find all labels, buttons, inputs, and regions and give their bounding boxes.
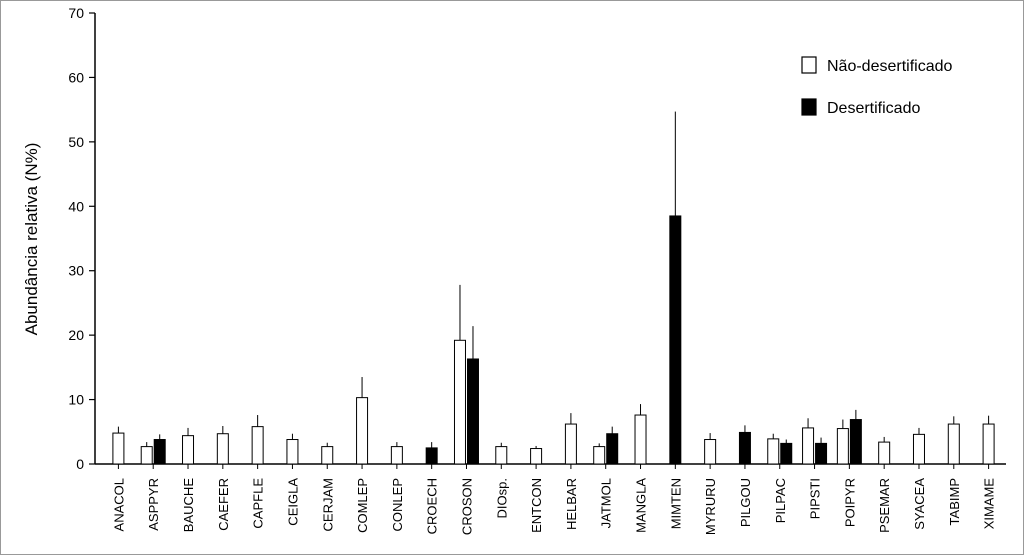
bar-nao-desertificado (321, 446, 334, 465)
bar-nao-desertificado (390, 446, 403, 465)
bar-nao-desertificado (564, 423, 577, 465)
bar-desertificado (606, 433, 619, 465)
bar-nao-desertificado (836, 428, 849, 465)
bar-nao-desertificado (593, 446, 606, 465)
y-tick-label: 10 (68, 392, 84, 408)
bar-desertificado (669, 215, 682, 465)
bars (112, 111, 995, 465)
bar-nao-desertificado (495, 446, 508, 465)
bar-nao-desertificado (982, 423, 995, 465)
x-category-label: POIPYR (842, 478, 857, 527)
bar-nao-desertificado (947, 423, 960, 465)
x-category-label: COMLEP (355, 478, 370, 533)
x-category-label: CAEFER (216, 478, 231, 531)
bar-nao-desertificado (878, 441, 891, 465)
y-tick-label: 0 (76, 456, 84, 472)
y-axis-ticks: 0 10 20 30 40 50 60 70 (68, 5, 95, 472)
x-category-label: SYACEA (912, 478, 927, 530)
legend-label-nao-desertificado: Não-desertificado (827, 58, 953, 75)
x-category-label: TABIMP (947, 478, 962, 525)
x-category-label: ANACOL (111, 478, 126, 531)
legend-swatch-nao-desertificado (801, 56, 817, 74)
x-category-label: PSEMAR (877, 478, 892, 533)
bar-nao-desertificado (182, 435, 195, 465)
legend-swatch-desertificado (801, 98, 817, 116)
x-category-label: CAPFLE (251, 478, 266, 529)
x-category-label: DIOsp. (494, 478, 509, 518)
x-category-label: JATMOL (599, 478, 614, 528)
y-tick-label: 50 (68, 134, 84, 150)
bar-nao-desertificado (251, 426, 264, 465)
bar-desertificado (425, 447, 438, 465)
bar-nao-desertificado (356, 397, 369, 465)
x-category-label: HELBAR (564, 478, 579, 530)
x-category-label: CERJAM (320, 478, 335, 531)
x-category-label: MYRURU (703, 478, 718, 535)
bar-nao-desertificado (112, 432, 125, 465)
y-axis-title: Abundância relativa (N%) (22, 143, 41, 336)
bar-nao-desertificado (286, 439, 299, 465)
bar-nao-desertificado (704, 439, 717, 465)
y-tick-label: 40 (68, 198, 84, 214)
x-category-label: ENTCON (529, 478, 544, 533)
y-tick-label: 20 (68, 327, 84, 343)
x-category-label: BAUCHE (181, 478, 196, 533)
x-category-label: MIMTEN (668, 478, 683, 529)
x-category-label: XIMAME (982, 478, 997, 530)
x-category-label: CROSON (459, 478, 474, 535)
axes (94, 13, 1006, 465)
x-category-label: CROECH (425, 478, 440, 534)
bar-desertificado (849, 419, 862, 465)
x-category-label: ASPPYR (146, 478, 161, 531)
bar-nao-desertificado (453, 339, 466, 465)
x-category-label: MANGLA (634, 478, 649, 533)
x-category-label: PILGOU (738, 478, 753, 527)
x-category-label: CEIGLA (285, 478, 300, 526)
bar-desertificado (780, 442, 793, 465)
bar-nao-desertificado (140, 446, 153, 465)
y-tick-label: 70 (68, 5, 84, 21)
bar-nao-desertificado (634, 414, 647, 465)
legend-label-desertificado: Desertificado (827, 100, 920, 117)
bar-desertificado (815, 442, 828, 465)
bar-desertificado (466, 358, 479, 465)
x-axis-labels: ANACOL ASPPYR BAUCHE CAEFER CAPFLE CEIGLA CERJ… (111, 464, 997, 535)
bar-nao-desertificado (802, 427, 815, 465)
legend: Não-desertificado Desertificado (801, 56, 953, 117)
bar-nao-desertificado (530, 448, 543, 465)
y-tick-label: 60 (68, 69, 84, 85)
x-category-label: CONLEP (390, 478, 405, 531)
bar-desertificado (738, 431, 751, 465)
x-category-label: PILPAC (773, 478, 788, 523)
bar-desertificado (153, 439, 166, 465)
y-tick-label: 30 (68, 263, 84, 279)
bar-nao-desertificado (216, 433, 229, 465)
bar-nao-desertificado (767, 438, 780, 465)
bar-nao-desertificado (912, 433, 925, 465)
x-category-label: PIPSTI (808, 478, 823, 519)
